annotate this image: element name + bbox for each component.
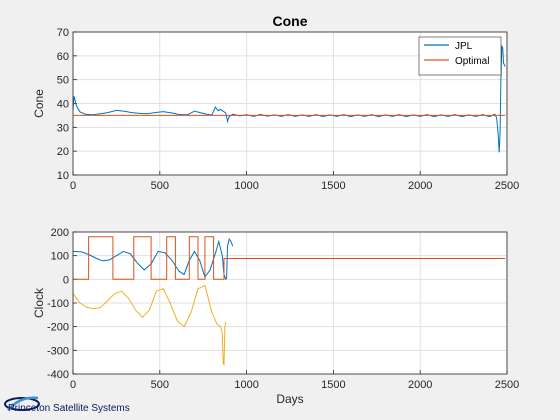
y-tick-label: -300	[47, 345, 69, 357]
y-tick-label: -100	[47, 298, 69, 310]
logo-text: Princeton Satellite Systems	[8, 403, 130, 414]
series-line-series-2	[73, 284, 227, 366]
y-tick-label: 70	[57, 27, 69, 39]
x-tick-label: 2000	[408, 379, 432, 391]
series-line-series-1	[73, 236, 506, 280]
y-tick-label: 20	[57, 146, 69, 158]
logo-orbit-icon	[4, 397, 40, 411]
y-tick-label: 40	[57, 99, 69, 111]
y-tick-label: 30	[57, 122, 69, 134]
x-tick-label: 500	[151, 180, 169, 192]
x-tick-label: 2500	[495, 379, 519, 391]
axes-box	[72, 31, 508, 176]
x-tick-label: 2000	[408, 180, 432, 192]
legend-entry: Optimal	[455, 56, 489, 67]
x-tick-label: 0	[70, 180, 76, 192]
y-axis-label: Clock	[32, 287, 46, 318]
clock-axes: 0 500 1000 1500 2000 2500 -400 -300 -200 -100 0 100…	[32, 227, 519, 406]
y-tick-label: 50	[57, 75, 69, 87]
legend: JPL Optimal	[418, 36, 502, 76]
y-tick-label: -400	[47, 369, 69, 381]
series-line-series-0	[73, 237, 234, 281]
logo-swoosh-icon	[7, 396, 39, 411]
y-tick-label: -200	[47, 322, 69, 334]
axes-box	[72, 231, 508, 375]
x-tick-label: 1000	[234, 180, 258, 192]
y-tick-label: 10	[57, 170, 69, 182]
y-tick-label: 60	[57, 51, 69, 63]
x-tick-label: 1000	[234, 379, 258, 391]
y-tick-label: 100	[51, 251, 69, 263]
chart-title: Cone	[273, 13, 308, 29]
legend-box	[418, 36, 502, 76]
x-tick-label: 0	[70, 379, 76, 391]
x-tick-label: 2500	[495, 180, 519, 192]
x-axis-label: Days	[276, 392, 303, 406]
y-tick-label: 0	[63, 274, 69, 286]
x-tick-label: 1500	[321, 180, 345, 192]
cone-axes: 0 500 1000 1500 2000 2500 10 20 30 40 50 60 70 Cone Co…	[32, 13, 519, 192]
legend-entry: JPL	[455, 41, 473, 52]
y-tick-label: 200	[51, 227, 69, 239]
x-tick-label: 1500	[321, 379, 345, 391]
pss-logo: Princeton Satellite Systems	[4, 396, 130, 414]
y-axis-label: Cone	[32, 89, 46, 118]
x-tick-label: 500	[151, 379, 169, 391]
